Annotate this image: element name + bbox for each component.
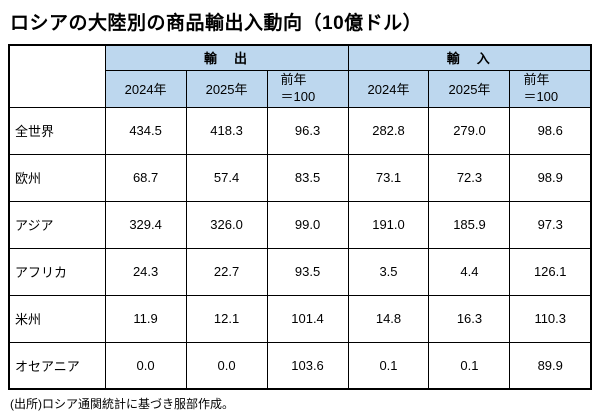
table-row-world: 全世界 434.5 418.3 96.3 282.8 279.0 98.6: [8, 106, 592, 155]
table-column-header-row: 2024年 2025年 前年 ＝100 2024年 2025年 前年 ＝100: [9, 69, 592, 108]
table-row-oceania: オセアニア 0.0 0.0 103.6 0.1 0.1 89.9: [8, 341, 592, 390]
col-header-export-2024: 2024年: [104, 69, 187, 108]
cell: 22.7: [185, 247, 268, 296]
cell: 11.9: [104, 294, 187, 343]
row-label: 欧州: [8, 153, 106, 202]
row-label: オセアニア: [8, 341, 106, 390]
col-header-import-2024: 2024年: [347, 69, 430, 108]
corner-cell: [8, 44, 106, 108]
cell: 16.3: [428, 294, 511, 343]
cell: 57.4: [185, 153, 268, 202]
cell: 89.9: [509, 341, 592, 390]
cell: 191.0: [347, 200, 430, 249]
cell: 3.5: [347, 247, 430, 296]
col-header-export-2025: 2025年: [185, 69, 268, 108]
cell: 68.7: [104, 153, 187, 202]
page-title: ロシアの大陸別の商品輸出入動向（10億ドル）: [10, 13, 423, 34]
row-label: アジア: [8, 200, 106, 249]
cell: 96.3: [266, 106, 349, 155]
cell: 0.0: [104, 341, 187, 390]
cell: 0.1: [428, 341, 511, 390]
cell: 434.5: [104, 106, 187, 155]
table-row-africa: アフリカ 24.3 22.7 93.5 3.5 4.4 126.1: [8, 247, 592, 296]
cell: 418.3: [185, 106, 268, 155]
cell: 4.4: [428, 247, 511, 296]
cell: 73.1: [347, 153, 430, 202]
cell: 93.5: [266, 247, 349, 296]
trade-table: 輸 出 輸 入 2024年 2025年 前年 ＝100 2024年 2025年 …: [8, 44, 592, 390]
cell: 99.0: [266, 200, 349, 249]
cell: 126.1: [509, 247, 592, 296]
row-label: 全世界: [8, 106, 106, 155]
table-group-header-row: 輸 出 輸 入: [8, 44, 592, 108]
cell: 24.3: [104, 247, 187, 296]
cell: 14.8: [347, 294, 430, 343]
cell: 279.0: [428, 106, 511, 155]
col-header-import-2025: 2025年: [428, 69, 511, 108]
cell: 326.0: [185, 200, 268, 249]
cell: 110.3: [509, 294, 592, 343]
cell: 72.3: [428, 153, 511, 202]
cell: 12.1: [185, 294, 268, 343]
cell: 103.6: [266, 341, 349, 390]
cell: 282.8: [347, 106, 430, 155]
cell: 97.3: [509, 200, 592, 249]
col-header-export-index: 前年 ＝100: [266, 69, 349, 108]
col-header-import-index: 前年 ＝100: [509, 69, 592, 108]
table-row-asia: アジア 329.4 326.0 99.0 191.0 185.9 97.3: [8, 200, 592, 249]
cell: 0.1: [347, 341, 430, 390]
table-row-europe: 欧州 68.7 57.4 83.5 73.1 72.3 98.9: [8, 153, 592, 202]
cell: 101.4: [266, 294, 349, 343]
table-row-americas: 米州 11.9 12.1 101.4 14.8 16.3 110.3: [8, 294, 592, 343]
cell: 329.4: [104, 200, 187, 249]
group-header-export: 輸 出: [104, 44, 349, 71]
cell: 98.9: [509, 153, 592, 202]
source-note: (出所)ロシア通関統計に基づき服部作成。: [10, 397, 234, 411]
cell: 0.0: [185, 341, 268, 390]
group-header-import: 輸 入: [347, 44, 592, 71]
row-label: 米州: [8, 294, 106, 343]
cell: 83.5: [266, 153, 349, 202]
cell: 98.6: [509, 106, 592, 155]
row-label: アフリカ: [8, 247, 106, 296]
cell: 185.9: [428, 200, 511, 249]
